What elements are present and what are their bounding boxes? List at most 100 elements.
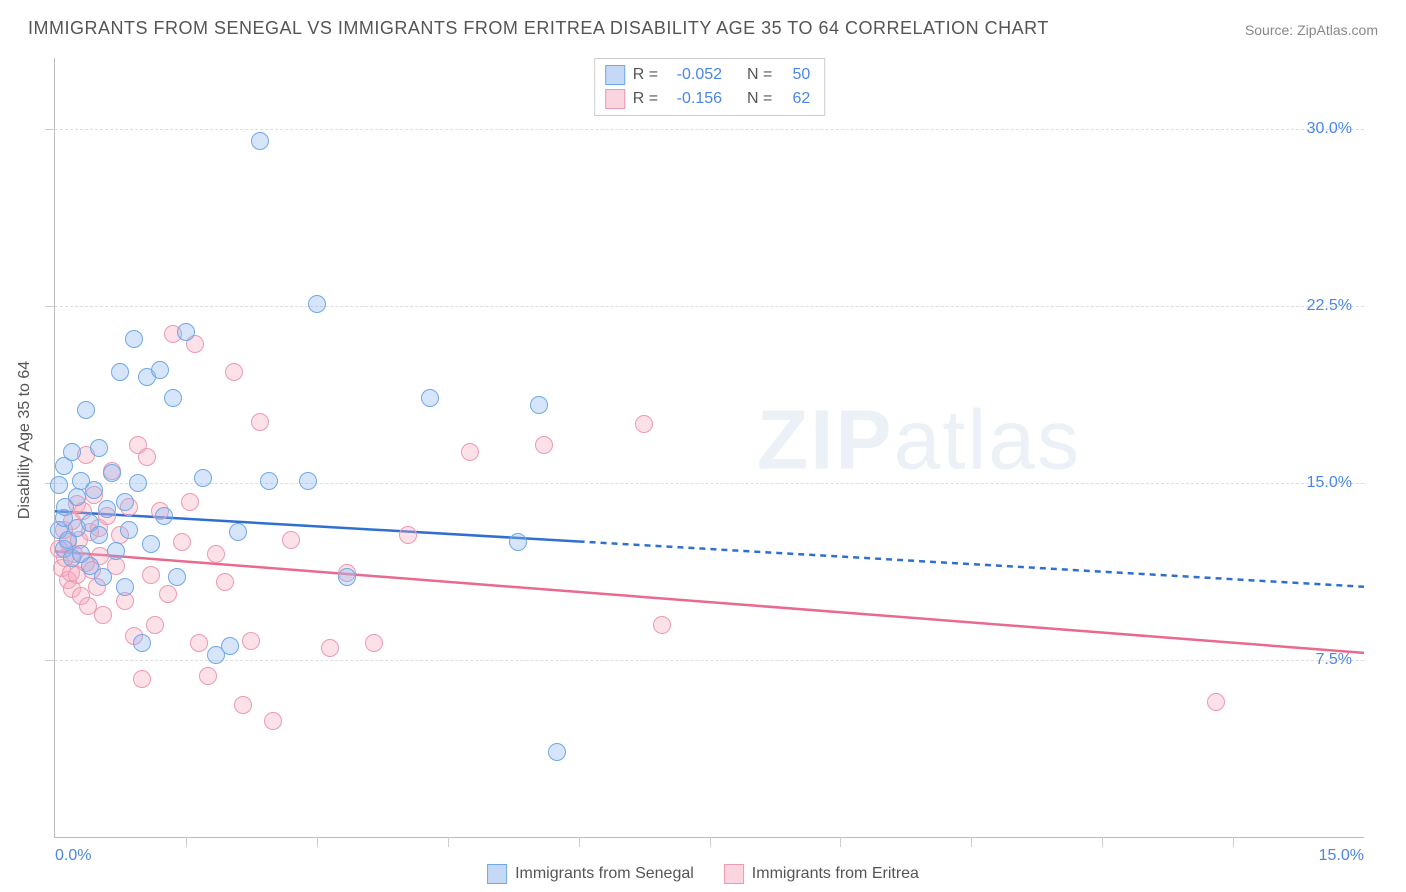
stat-r-label: R =: [633, 63, 658, 87]
y-axis-title: Disability Age 35 to 64: [16, 361, 34, 519]
scatter-point: [535, 436, 553, 454]
scatter-point: [116, 578, 134, 596]
scatter-point: [120, 521, 138, 539]
y-tick-label: 30.0%: [1307, 120, 1352, 138]
scatter-point: [151, 361, 169, 379]
gridline-h: [55, 483, 1364, 484]
scatter-point: [190, 634, 208, 652]
x-tick: [579, 837, 580, 847]
swatch-eritrea-icon: [724, 864, 744, 884]
scatter-point: [234, 696, 252, 714]
y-tick-label: 15.0%: [1307, 474, 1352, 492]
stats-row-senegal: R = -0.052 N = 50: [605, 63, 811, 87]
x-tick: [448, 837, 449, 847]
scatter-point: [142, 566, 160, 584]
source-attribution: Source: ZipAtlas.com: [1245, 22, 1378, 38]
scatter-point: [548, 743, 566, 761]
scatter-point: [338, 568, 356, 586]
y-tick-label: 22.5%: [1307, 297, 1352, 315]
scatter-point: [146, 616, 164, 634]
x-tick-label-left: 0.0%: [55, 847, 91, 865]
scatter-point: [260, 472, 278, 490]
y-tick-label: 7.5%: [1316, 651, 1352, 669]
stat-n-label: N =: [747, 63, 772, 87]
legend-item-eritrea: Immigrants from Eritrea: [724, 864, 919, 884]
scatter-point: [229, 523, 247, 541]
stat-n-label: N =: [747, 87, 772, 111]
scatter-point: [365, 634, 383, 652]
scatter-point: [50, 476, 68, 494]
gridline-h: [55, 306, 1364, 307]
scatter-point: [173, 533, 191, 551]
scatter-point: [168, 568, 186, 586]
scatter-point: [242, 632, 260, 650]
y-tick: [45, 129, 55, 130]
scatter-point: [125, 330, 143, 348]
stat-r-senegal: -0.052: [666, 63, 722, 87]
scatter-point: [90, 526, 108, 544]
scatter-point: [199, 667, 217, 685]
x-tick: [710, 837, 711, 847]
x-tick: [186, 837, 187, 847]
x-tick: [971, 837, 972, 847]
scatter-point: [142, 535, 160, 553]
scatter-point: [653, 616, 671, 634]
scatter-point: [530, 396, 548, 414]
scatter-point: [177, 323, 195, 341]
stat-r-eritrea: -0.156: [666, 87, 722, 111]
swatch-senegal-icon: [487, 864, 507, 884]
x-tick: [840, 837, 841, 847]
scatter-point: [1207, 693, 1225, 711]
scatter-point: [216, 573, 234, 591]
legend-item-senegal: Immigrants from Senegal: [487, 864, 694, 884]
scatter-point: [461, 443, 479, 461]
scatter-point: [194, 469, 212, 487]
scatter-point: [103, 464, 121, 482]
stats-legend-box: R = -0.052 N = 50 R = -0.156 N = 62: [594, 58, 826, 116]
scatter-point: [129, 474, 147, 492]
trendline: [579, 541, 1364, 586]
scatter-point: [207, 545, 225, 563]
stats-row-eritrea: R = -0.156 N = 62: [605, 87, 811, 111]
scatter-point: [98, 500, 116, 518]
scatter-point: [63, 443, 81, 461]
scatter-point: [164, 389, 182, 407]
scatter-point: [225, 363, 243, 381]
scatter-point: [264, 712, 282, 730]
scatter-point: [308, 295, 326, 313]
scatter-point: [155, 507, 173, 525]
scatter-point: [68, 488, 86, 506]
scatter-point: [133, 670, 151, 688]
x-tick-label-right: 15.0%: [1319, 847, 1364, 865]
chart-plot-area: ZIPatlas R = -0.052 N = 50 R = -0.156 N …: [54, 58, 1364, 838]
scatter-point: [282, 531, 300, 549]
scatter-point: [85, 481, 103, 499]
scatter-point: [111, 363, 129, 381]
scatter-point: [138, 448, 156, 466]
x-tick: [317, 837, 318, 847]
scatter-point: [421, 389, 439, 407]
scatter-point: [107, 542, 125, 560]
swatch-senegal-icon: [605, 65, 625, 85]
scatter-point: [399, 526, 417, 544]
scatter-point: [181, 493, 199, 511]
y-tick: [45, 660, 55, 661]
scatter-point: [251, 413, 269, 431]
scatter-point: [159, 585, 177, 603]
scatter-point: [94, 568, 112, 586]
scatter-point: [509, 533, 527, 551]
bottom-legend: Immigrants from Senegal Immigrants from …: [487, 864, 919, 884]
scatter-point: [635, 415, 653, 433]
stat-r-label: R =: [633, 87, 658, 111]
scatter-point: [251, 132, 269, 150]
swatch-eritrea-icon: [605, 89, 625, 109]
gridline-h: [55, 660, 1364, 661]
stat-n-eritrea: 62: [780, 87, 810, 111]
chart-title: IMMIGRANTS FROM SENEGAL VS IMMIGRANTS FR…: [28, 18, 1049, 39]
scatter-point: [94, 606, 112, 624]
legend-label-eritrea: Immigrants from Eritrea: [752, 865, 919, 883]
scatter-point: [221, 637, 239, 655]
x-tick: [1102, 837, 1103, 847]
gridline-h: [55, 129, 1364, 130]
scatter-point: [90, 439, 108, 457]
